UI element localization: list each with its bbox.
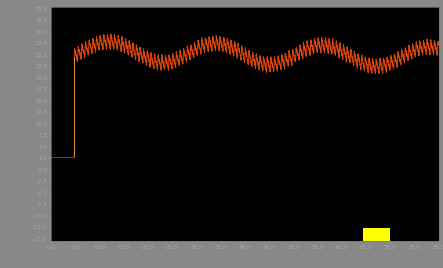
- Bar: [363, 228, 390, 241]
